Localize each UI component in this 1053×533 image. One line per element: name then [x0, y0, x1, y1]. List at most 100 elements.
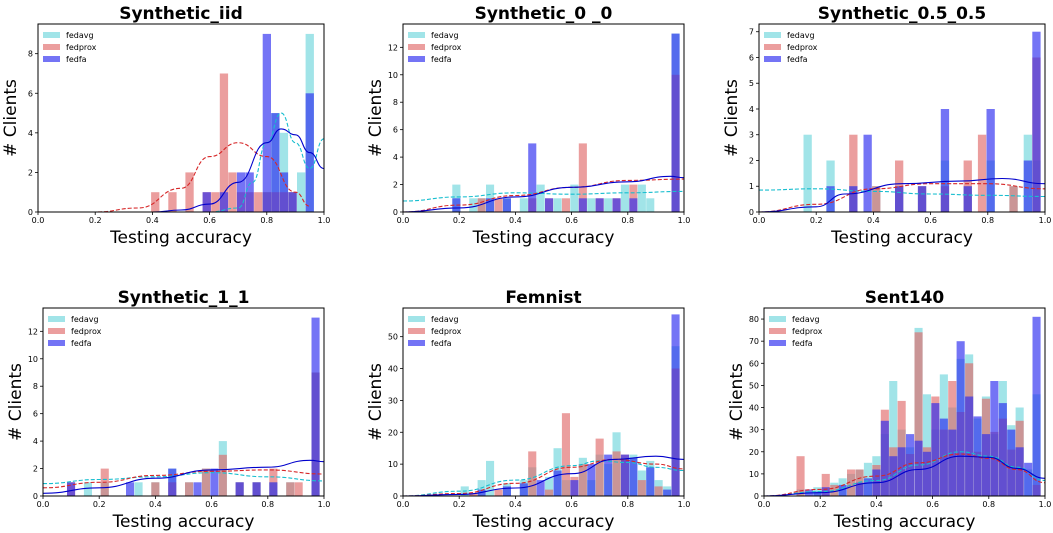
x-tick-label: 0.0 — [397, 216, 410, 225]
bar-fedfa-3 — [245, 172, 254, 212]
bar-fedfa-1 — [486, 198, 495, 212]
bar-fedavg-1 — [469, 198, 478, 212]
bar-fedprox-2 — [151, 482, 160, 496]
bar-fedprox-5 — [219, 73, 229, 212]
x-tick-label: 1.0 — [1039, 216, 1052, 225]
legend-label-fedprox: fedprox — [66, 43, 97, 52]
bar-fedfa-4 — [917, 186, 927, 212]
y-tick-label: 10 — [28, 355, 38, 364]
bar-fedavg-5 — [519, 198, 528, 212]
y-axis-label: # Clients — [6, 363, 26, 441]
bar-fedprox-9 — [254, 192, 263, 212]
kde-line-fedavg — [209, 112, 325, 213]
bar-fedfa-5 — [570, 480, 579, 496]
bar-fedfa-1 — [126, 482, 135, 496]
x-tick-label: 0.2 — [453, 500, 466, 509]
y-tick-label: 10 — [388, 460, 398, 469]
bar-fedprox-1 — [872, 186, 881, 212]
bar-fedfa-5 — [863, 478, 872, 496]
x-tick-label: 0.6 — [565, 216, 578, 225]
legend-swatch-fedprox — [769, 328, 786, 334]
legend-swatch-fedfa — [408, 56, 425, 62]
chart-panel-5: 0.0 0.2 0.4 0.6 0.8 1.0 0 10 20 30 40 50 Femnist Test… — [366, 288, 690, 532]
bar-fedfa-9 — [897, 447, 906, 496]
x-tick-label: 0.4 — [867, 216, 880, 225]
bar-fedfa-3 — [536, 480, 545, 496]
bar-fedavg-13 — [922, 394, 931, 496]
x-tick-label: 0.2 — [89, 216, 102, 225]
y-tick-label: 10 — [388, 71, 398, 80]
y-tick-label: 7 — [749, 28, 754, 37]
x-tick-label: 0.0 — [397, 500, 410, 509]
bar-fedfa-6 — [587, 464, 596, 496]
y-tick-label: 50 — [388, 333, 398, 342]
legend-swatch-fedfa — [48, 340, 65, 346]
x-tick-label: 0.6 — [924, 216, 937, 225]
y-tick-label: 50 — [749, 381, 759, 390]
bar-fedprox-11 — [654, 486, 663, 496]
legend-swatch-fedavg — [408, 316, 425, 322]
bar-fedprox-6 — [228, 172, 237, 212]
kde-line-fedprox — [402, 178, 685, 213]
y-tick-label: 40 — [749, 404, 759, 413]
chart-title: Synthetic_iid — [119, 4, 243, 24]
legend-swatch-fedavg — [769, 316, 786, 322]
y-axis-label: # Clients — [366, 79, 386, 157]
x-tick-label: 1.0 — [678, 216, 691, 225]
y-tick-label: 0 — [393, 208, 398, 217]
bar-fedprox-5 — [201, 468, 210, 496]
chart-panel-1: 0.0 0.2 0.4 0.6 0.8 1.0 0 2 4 6 8 Synthetic_iid Test… — [1, 4, 330, 248]
bar-fedprox-6 — [578, 464, 587, 496]
bar-fedfa-6 — [279, 172, 289, 212]
legend: fedavg fedprox fedfa — [408, 31, 462, 64]
kde-line-fedprox — [42, 469, 325, 489]
x-tick-label: 0.4 — [509, 216, 522, 225]
bar-fedfa-1 — [219, 192, 229, 212]
bar-fedfa-5 — [940, 109, 950, 212]
x-tick-label: 0.8 — [621, 500, 634, 509]
chart-title: Sent140 — [865, 288, 945, 308]
bar-fedprox-4 — [561, 413, 570, 496]
chart-title: Synthetic_0.5_0.5 — [818, 4, 986, 24]
legend-label-fedavg: fedavg — [431, 315, 459, 324]
kde-line-fedprox — [38, 142, 310, 213]
legend-swatch-fedavg — [764, 32, 781, 38]
y-tick-label: 3 — [749, 131, 754, 140]
bar-fedprox-1 — [494, 198, 503, 212]
bar-fedfa-18 — [973, 416, 982, 496]
axes-frame — [402, 307, 685, 497]
bar-fedfa-23 — [1015, 447, 1024, 496]
bar-fedfa-3 — [193, 482, 202, 496]
legend-swatch-fedprox — [408, 44, 425, 50]
bar-fedfa-8 — [629, 198, 638, 212]
legend: fedavg fedprox fedfa — [769, 315, 823, 348]
bar-fedprox-8 — [612, 451, 621, 496]
bar-fedfa-7 — [269, 482, 278, 496]
bar-fedfa-20 — [990, 381, 999, 496]
x-axis-label: Testing accuracy — [472, 228, 615, 248]
legend-swatch-fedprox — [43, 44, 60, 50]
bar-fedprox-6 — [977, 134, 987, 212]
x-tick-label: 0.2 — [810, 216, 823, 225]
bar-fedfa-24 — [1024, 462, 1033, 496]
bar-fedprox-10 — [914, 332, 923, 496]
bar-fedfa-3 — [528, 143, 537, 212]
bar-fedprox-0 — [151, 192, 160, 212]
kde-line-fedprox — [758, 183, 1046, 213]
legend-label-fedfa: fedfa — [71, 339, 92, 348]
y-axis-label: # Clients — [1, 79, 21, 157]
y-tick-label: 2 — [393, 181, 398, 190]
y-tick-label: 6 — [393, 126, 398, 135]
y-tick-label: 6 — [749, 53, 754, 62]
bar-fedfa-1 — [849, 186, 858, 212]
bar-fedprox-7 — [1009, 186, 1018, 212]
x-tick-label: 1.0 — [318, 216, 331, 225]
y-tick-label: 40 — [388, 365, 398, 374]
bar-fedfa-3 — [895, 186, 904, 212]
bar-fedavg-8 — [570, 184, 579, 212]
x-tick-label: 0.0 — [758, 500, 771, 509]
y-tick-label: 0 — [754, 492, 759, 501]
kde-line-fedfa — [758, 177, 1046, 213]
legend-label-fedfa: fedfa — [792, 339, 813, 348]
